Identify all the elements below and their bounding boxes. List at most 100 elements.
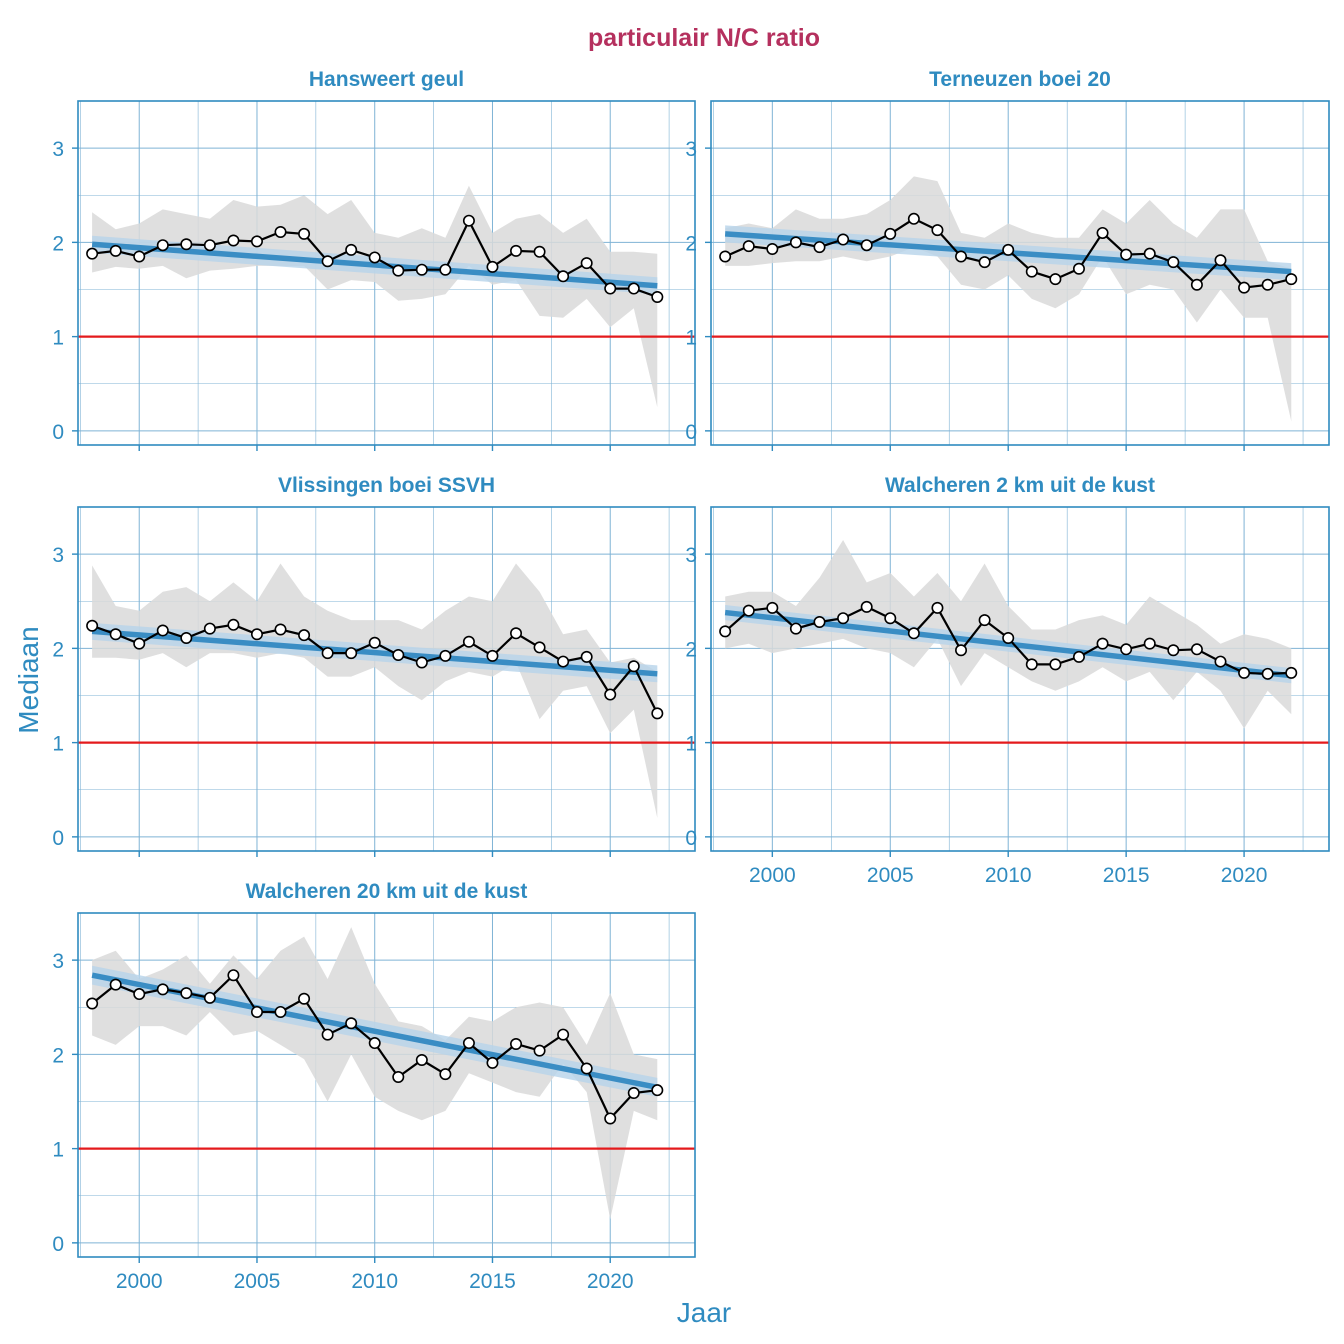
- y-tick-label: 1: [52, 327, 64, 350]
- data-point: [580, 650, 593, 663]
- x-tick-label: 2010: [351, 1270, 398, 1293]
- data-point: [203, 991, 216, 1004]
- data-point: [156, 624, 169, 637]
- data-point: [955, 644, 968, 657]
- data-point: [742, 604, 755, 617]
- data-point: [651, 707, 664, 720]
- data-point: [415, 1054, 428, 1067]
- x-axis-label: Jaar: [677, 1297, 731, 1328]
- panel-title: Hansweert geul: [309, 68, 464, 91]
- y-tick-label: 3: [52, 544, 64, 567]
- data-point: [719, 250, 732, 263]
- data-point: [1025, 658, 1038, 671]
- data-point: [321, 1028, 334, 1041]
- data-point: [1238, 281, 1251, 294]
- panel-frame: [77, 100, 696, 446]
- data-point: [1143, 247, 1156, 260]
- data-point: [627, 1087, 640, 1100]
- data-point: [368, 636, 381, 649]
- panel-frame: [77, 506, 696, 852]
- data-point: [557, 1028, 570, 1041]
- data-point: [156, 239, 169, 252]
- data-point: [462, 635, 475, 648]
- data-point: [439, 263, 452, 276]
- y-tick-label: 3: [685, 138, 697, 161]
- data-point: [1002, 243, 1015, 256]
- y-tick-label: 0: [685, 421, 697, 444]
- data-point: [533, 641, 546, 654]
- data-point: [627, 660, 640, 673]
- data-point: [439, 1068, 452, 1081]
- data-point: [133, 637, 146, 650]
- data-point: [227, 969, 240, 982]
- data-point: [719, 625, 732, 638]
- data-point: [86, 997, 99, 1010]
- data-point: [462, 1037, 475, 1050]
- data-point: [651, 291, 664, 304]
- data-point: [907, 212, 920, 225]
- data-point: [133, 988, 146, 1001]
- panel-title: Terneuzen boei 20: [929, 68, 1111, 91]
- data-point: [955, 250, 968, 263]
- data-point: [1072, 262, 1085, 275]
- x-tick-label: 2020: [1221, 864, 1268, 887]
- data-point: [486, 649, 499, 662]
- x-tick-label: 2015: [1103, 864, 1150, 887]
- data-point: [203, 622, 216, 635]
- y-tick-label: 3: [52, 950, 64, 973]
- data-point: [627, 282, 640, 295]
- panel-title: Vlissingen boei SSVH: [278, 474, 495, 497]
- x-tick-label: 2010: [985, 864, 1032, 887]
- data-point: [368, 251, 381, 264]
- data-point: [1261, 278, 1274, 291]
- data-point: [415, 263, 428, 276]
- data-point: [1096, 226, 1109, 239]
- panel-frame: [77, 912, 696, 1258]
- x-tick-label: 2000: [116, 1270, 163, 1293]
- data-point: [180, 987, 193, 1000]
- x-tick-label: 2000: [749, 864, 796, 887]
- data-point: [1143, 637, 1156, 650]
- data-point: [180, 632, 193, 645]
- data-point: [250, 628, 263, 641]
- data-point: [250, 1005, 263, 1018]
- y-axis-label: Mediaan: [13, 626, 44, 733]
- data-point: [109, 244, 122, 257]
- panel-title: Walcheren 2 km uit de kust: [885, 474, 1155, 497]
- data-point: [1096, 637, 1109, 650]
- data-point: [1049, 658, 1062, 671]
- data-point: [580, 1062, 593, 1075]
- data-point: [580, 257, 593, 270]
- data-point: [1002, 632, 1015, 645]
- data-point: [486, 1056, 499, 1069]
- data-point: [1167, 256, 1180, 269]
- data-point: [274, 226, 287, 239]
- data-point: [557, 655, 570, 668]
- y-tick-label: 3: [52, 138, 64, 161]
- data-point: [1285, 273, 1298, 286]
- y-tick-label: 2: [685, 232, 697, 255]
- data-point: [907, 627, 920, 640]
- data-point: [510, 1038, 523, 1051]
- data-point: [533, 1044, 546, 1057]
- data-point: [766, 242, 779, 255]
- data-point: [250, 235, 263, 248]
- data-point: [86, 619, 99, 632]
- data-point: [789, 236, 802, 249]
- data-point: [1072, 650, 1085, 663]
- data-point: [274, 623, 287, 636]
- data-point: [1167, 644, 1180, 657]
- data-point: [860, 239, 873, 252]
- data-point: [978, 256, 991, 269]
- data-point: [415, 656, 428, 669]
- data-point: [884, 612, 897, 625]
- data-point: [837, 612, 850, 625]
- data-point: [884, 227, 897, 240]
- data-point: [604, 1112, 617, 1125]
- y-tick-label: 2: [52, 232, 64, 255]
- data-point: [486, 260, 499, 273]
- data-point: [227, 234, 240, 247]
- data-point: [1120, 643, 1133, 656]
- data-point: [133, 250, 146, 263]
